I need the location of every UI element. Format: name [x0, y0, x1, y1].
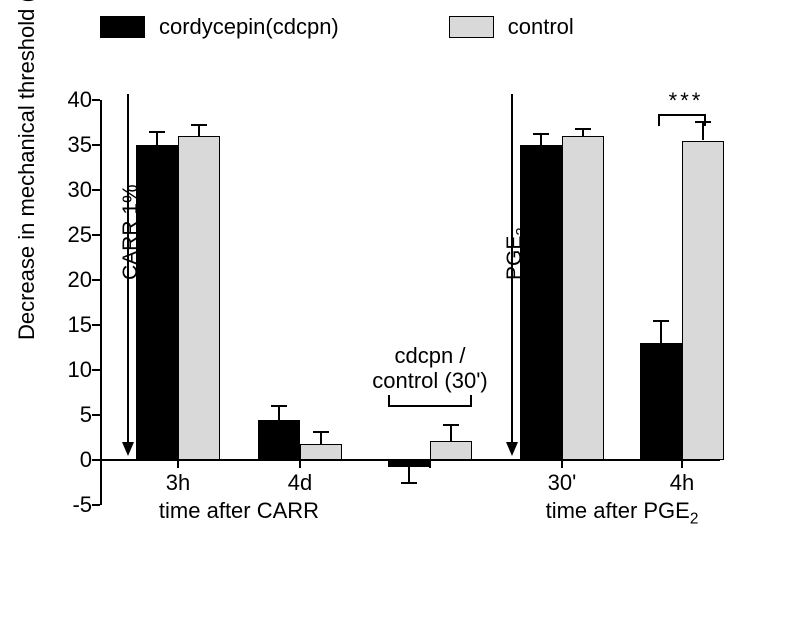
error-cap — [401, 482, 417, 484]
x-tick-label: 4d — [288, 470, 312, 496]
error-bar — [156, 132, 158, 146]
x-group-label: time after PGE2 — [546, 498, 699, 528]
error-bar — [408, 467, 410, 483]
y-tick — [92, 414, 100, 416]
y-tick — [92, 324, 100, 326]
bar-cdcpn — [520, 145, 562, 460]
error-cap — [533, 133, 549, 135]
error-cap — [653, 320, 669, 322]
arrow-label: PGE2 — [503, 227, 530, 280]
y-tick-label: 5 — [52, 402, 92, 428]
y-tick-label: 40 — [52, 87, 92, 113]
y-tick-label: 10 — [52, 357, 92, 383]
error-bar — [540, 134, 542, 145]
error-bar — [450, 425, 452, 441]
y-tick-label: 25 — [52, 222, 92, 248]
legend-item-cdcpn: cordycepin(cdcpn) — [100, 14, 339, 40]
y-tick — [92, 369, 100, 371]
y-tick-label: 35 — [52, 132, 92, 158]
x-tick-label: 30' — [548, 470, 577, 496]
legend: cordycepin(cdcpn) control — [100, 14, 574, 40]
y-tick — [92, 459, 100, 461]
y-tick — [92, 279, 100, 281]
plot-area: -50510152025303540 CARR 1%PGE2 cdcpn /co… — [100, 100, 720, 505]
x-tick — [429, 460, 431, 468]
error-bar — [278, 406, 280, 420]
x-group-label: time after CARR — [159, 498, 319, 524]
y-tick-label: 0 — [52, 447, 92, 473]
bar-cdcpn — [258, 420, 300, 461]
y-tick — [92, 144, 100, 146]
error-bar — [660, 321, 662, 344]
bar-control — [562, 136, 604, 460]
bar-cdcpn — [640, 343, 682, 460]
error-cap — [271, 405, 287, 407]
significance-bracket — [658, 114, 706, 126]
x-tick — [561, 460, 563, 468]
y-tick-label: 15 — [52, 312, 92, 338]
error-bar — [582, 129, 584, 136]
legend-label-cdcpn: cordycepin(cdcpn) — [159, 14, 339, 40]
x-tick — [299, 460, 301, 468]
error-bar — [320, 432, 322, 444]
x-tick — [681, 460, 683, 468]
x-tick — [177, 460, 179, 468]
error-cap — [149, 131, 165, 133]
bar-control — [430, 441, 472, 460]
bar-control — [300, 444, 342, 460]
arrow-head-icon — [122, 442, 134, 456]
bar-cdcpn — [388, 460, 430, 467]
error-cap — [191, 124, 207, 126]
y-tick — [92, 234, 100, 236]
x-tick-label: 4h — [670, 470, 694, 496]
mid-annotation-text: cdcpn /control (30') — [372, 343, 487, 394]
y-tick-label: 30 — [52, 177, 92, 203]
significance-label: *** — [669, 88, 704, 114]
legend-label-control: control — [508, 14, 574, 40]
error-bar — [198, 125, 200, 136]
error-cap — [575, 128, 591, 130]
y-tick — [92, 189, 100, 191]
y-tick-label: -5 — [52, 492, 92, 518]
y-tick — [92, 99, 100, 101]
y-tick — [92, 504, 100, 506]
mid-bracket — [388, 395, 472, 407]
error-cap — [313, 431, 329, 433]
y-tick-label: 20 — [52, 267, 92, 293]
error-cap — [443, 424, 459, 426]
bar-control — [178, 136, 220, 460]
y-axis-title: Decrease in mechanical threshold (%) — [14, 0, 40, 340]
legend-swatch-control — [449, 16, 494, 38]
arrow-head-icon — [506, 442, 518, 456]
y-axis-line — [100, 100, 102, 505]
arrow-label: CARR 1% — [119, 184, 143, 280]
x-tick-label: 3h — [166, 470, 190, 496]
legend-item-control: control — [449, 14, 574, 40]
bar-control — [682, 141, 724, 461]
legend-swatch-cdcpn — [100, 16, 145, 38]
